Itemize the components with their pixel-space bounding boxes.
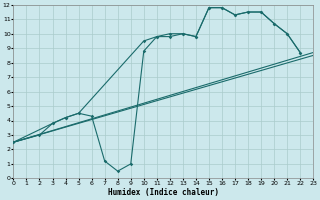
X-axis label: Humidex (Indice chaleur): Humidex (Indice chaleur) bbox=[108, 188, 219, 197]
